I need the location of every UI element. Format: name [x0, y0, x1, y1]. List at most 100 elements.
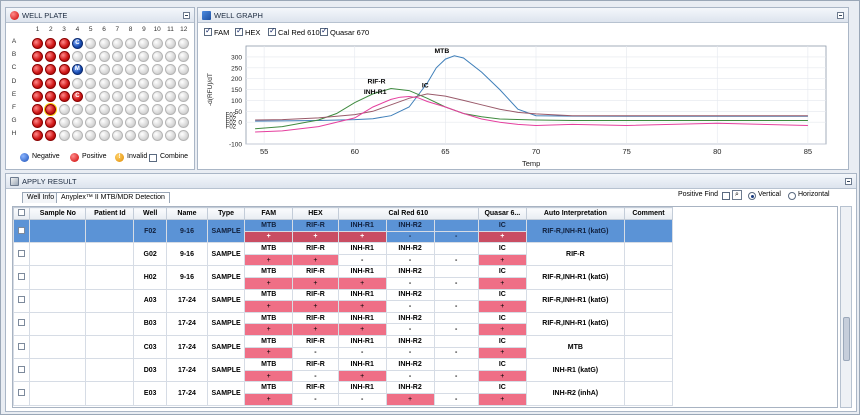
well-E2[interactable] [45, 90, 57, 102]
row-select-cell[interactable] [13, 218, 31, 244]
well-C7[interactable] [111, 64, 123, 76]
well-A7[interactable] [111, 38, 123, 49]
well-B5[interactable] [85, 51, 97, 63]
well-H2[interactable] [45, 130, 57, 142]
well-G10[interactable] [151, 117, 163, 129]
row-select-cell[interactable] [13, 334, 31, 360]
well-C9[interactable] [138, 64, 150, 76]
col-comment[interactable]: Comment [623, 207, 674, 220]
well-E9[interactable] [138, 90, 150, 102]
vertical-scrollbar[interactable] [840, 206, 852, 408]
fam-checkbox[interactable] [204, 26, 212, 36]
table-row[interactable]: + - - + - + [14, 392, 673, 406]
well-G12[interactable] [178, 117, 190, 129]
well-H12[interactable] [178, 130, 190, 142]
well-F3[interactable] [58, 104, 70, 115]
col-auto-interpretation[interactable]: Auto Interpretation [525, 207, 625, 220]
well-B12[interactable] [178, 51, 190, 63]
row-select-cell[interactable] [13, 381, 31, 406]
well-D8[interactable] [125, 77, 137, 89]
well-G7[interactable] [111, 117, 123, 129]
well-G1[interactable] [32, 117, 43, 129]
well-E12[interactable] [178, 90, 190, 102]
well-B8[interactable] [125, 51, 137, 63]
well-A8[interactable] [125, 38, 137, 49]
well-C6[interactable] [98, 64, 110, 76]
well-H9[interactable] [138, 130, 150, 142]
well-G3[interactable] [58, 117, 70, 129]
well-F11[interactable] [165, 104, 176, 115]
well-B2[interactable] [45, 51, 57, 63]
well-D9[interactable] [138, 77, 150, 89]
well-B10[interactable] [151, 51, 163, 63]
well-B11[interactable] [165, 51, 176, 63]
well-H8[interactable] [125, 130, 137, 142]
row-select-cell[interactable] [13, 242, 31, 267]
well-A12[interactable] [178, 38, 190, 49]
col-cal-red-610[interactable]: Cal Red 610 [337, 207, 479, 220]
table-row[interactable]: + + + - - + [14, 276, 673, 290]
table-row[interactable]: A03 17-24 SAMPLE MTB RIF-R INH-R1 INH-R2 IC RIF-… [13, 288, 674, 313]
search-icon[interactable]: ⌕ [732, 190, 742, 200]
row-select-cell[interactable] [13, 311, 31, 336]
minimize-button[interactable] [845, 178, 852, 185]
well-B3[interactable] [58, 51, 70, 63]
well-C3[interactable] [58, 64, 70, 76]
well-D11[interactable] [165, 77, 176, 89]
vertical-radio[interactable] [748, 192, 756, 200]
well-H10[interactable] [151, 130, 163, 142]
tab-well-info[interactable]: Well Info [22, 192, 60, 203]
col-sample-no[interactable]: Sample No [29, 207, 87, 220]
well-H3[interactable] [58, 130, 70, 142]
hex-checkbox[interactable] [235, 26, 243, 36]
well-F5[interactable] [85, 104, 97, 115]
well-G11[interactable] [165, 117, 176, 129]
minimize-button[interactable] [183, 12, 190, 19]
well-G4[interactable] [71, 117, 83, 129]
well-A9[interactable] [138, 38, 150, 49]
well-C5[interactable] [85, 64, 97, 76]
well-D1[interactable] [32, 77, 43, 89]
table-row[interactable]: + + + - - + [14, 300, 673, 313]
quasar-checkbox[interactable] [320, 26, 328, 36]
row-checkbox[interactable] [18, 249, 26, 257]
well-A10[interactable] [151, 38, 163, 49]
well-F9[interactable] [138, 104, 150, 115]
well-F2[interactable] [45, 104, 57, 115]
well-D5[interactable] [85, 77, 97, 89]
well-H4[interactable] [71, 130, 83, 142]
well-E7[interactable] [111, 90, 123, 102]
well-E3[interactable] [58, 90, 70, 102]
well-D2[interactable] [45, 77, 57, 89]
fam-toggle[interactable]: FAM [204, 26, 229, 37]
well-E10[interactable] [151, 90, 163, 102]
well-C2[interactable] [45, 64, 57, 76]
col-well[interactable]: Well [133, 207, 168, 220]
well-D12[interactable] [178, 77, 190, 89]
col-hex[interactable]: HEX [292, 207, 339, 220]
calred-checkbox[interactable] [268, 26, 276, 36]
well-G5[interactable] [85, 117, 97, 129]
well-B6[interactable] [98, 51, 110, 63]
well-H1[interactable] [32, 130, 43, 142]
well-D4[interactable] [71, 77, 83, 89]
well-D3[interactable] [58, 77, 70, 89]
row-select-cell[interactable] [13, 265, 31, 290]
hex-toggle[interactable]: HEX [235, 26, 260, 37]
row-select-cell[interactable] [13, 288, 31, 313]
well-B1[interactable] [32, 51, 43, 63]
row-checkbox[interactable] [18, 388, 26, 396]
tab-mtb-mdr-detection[interactable]: Anyplex™ II MTB/MDR Detection [56, 192, 170, 203]
well-F7[interactable] [111, 104, 123, 115]
well-D6[interactable] [98, 77, 110, 89]
well-G9[interactable] [138, 117, 150, 129]
well-A11[interactable] [165, 38, 176, 49]
well-C8[interactable] [125, 64, 137, 76]
well-C4[interactable]: M [71, 64, 83, 76]
well-G6[interactable] [98, 117, 110, 129]
well-F1[interactable] [32, 104, 43, 115]
well-A1[interactable] [32, 38, 43, 49]
row-checkbox[interactable] [18, 272, 26, 280]
table-row[interactable]: + + - - - + [14, 253, 673, 267]
well-C10[interactable] [151, 64, 163, 76]
